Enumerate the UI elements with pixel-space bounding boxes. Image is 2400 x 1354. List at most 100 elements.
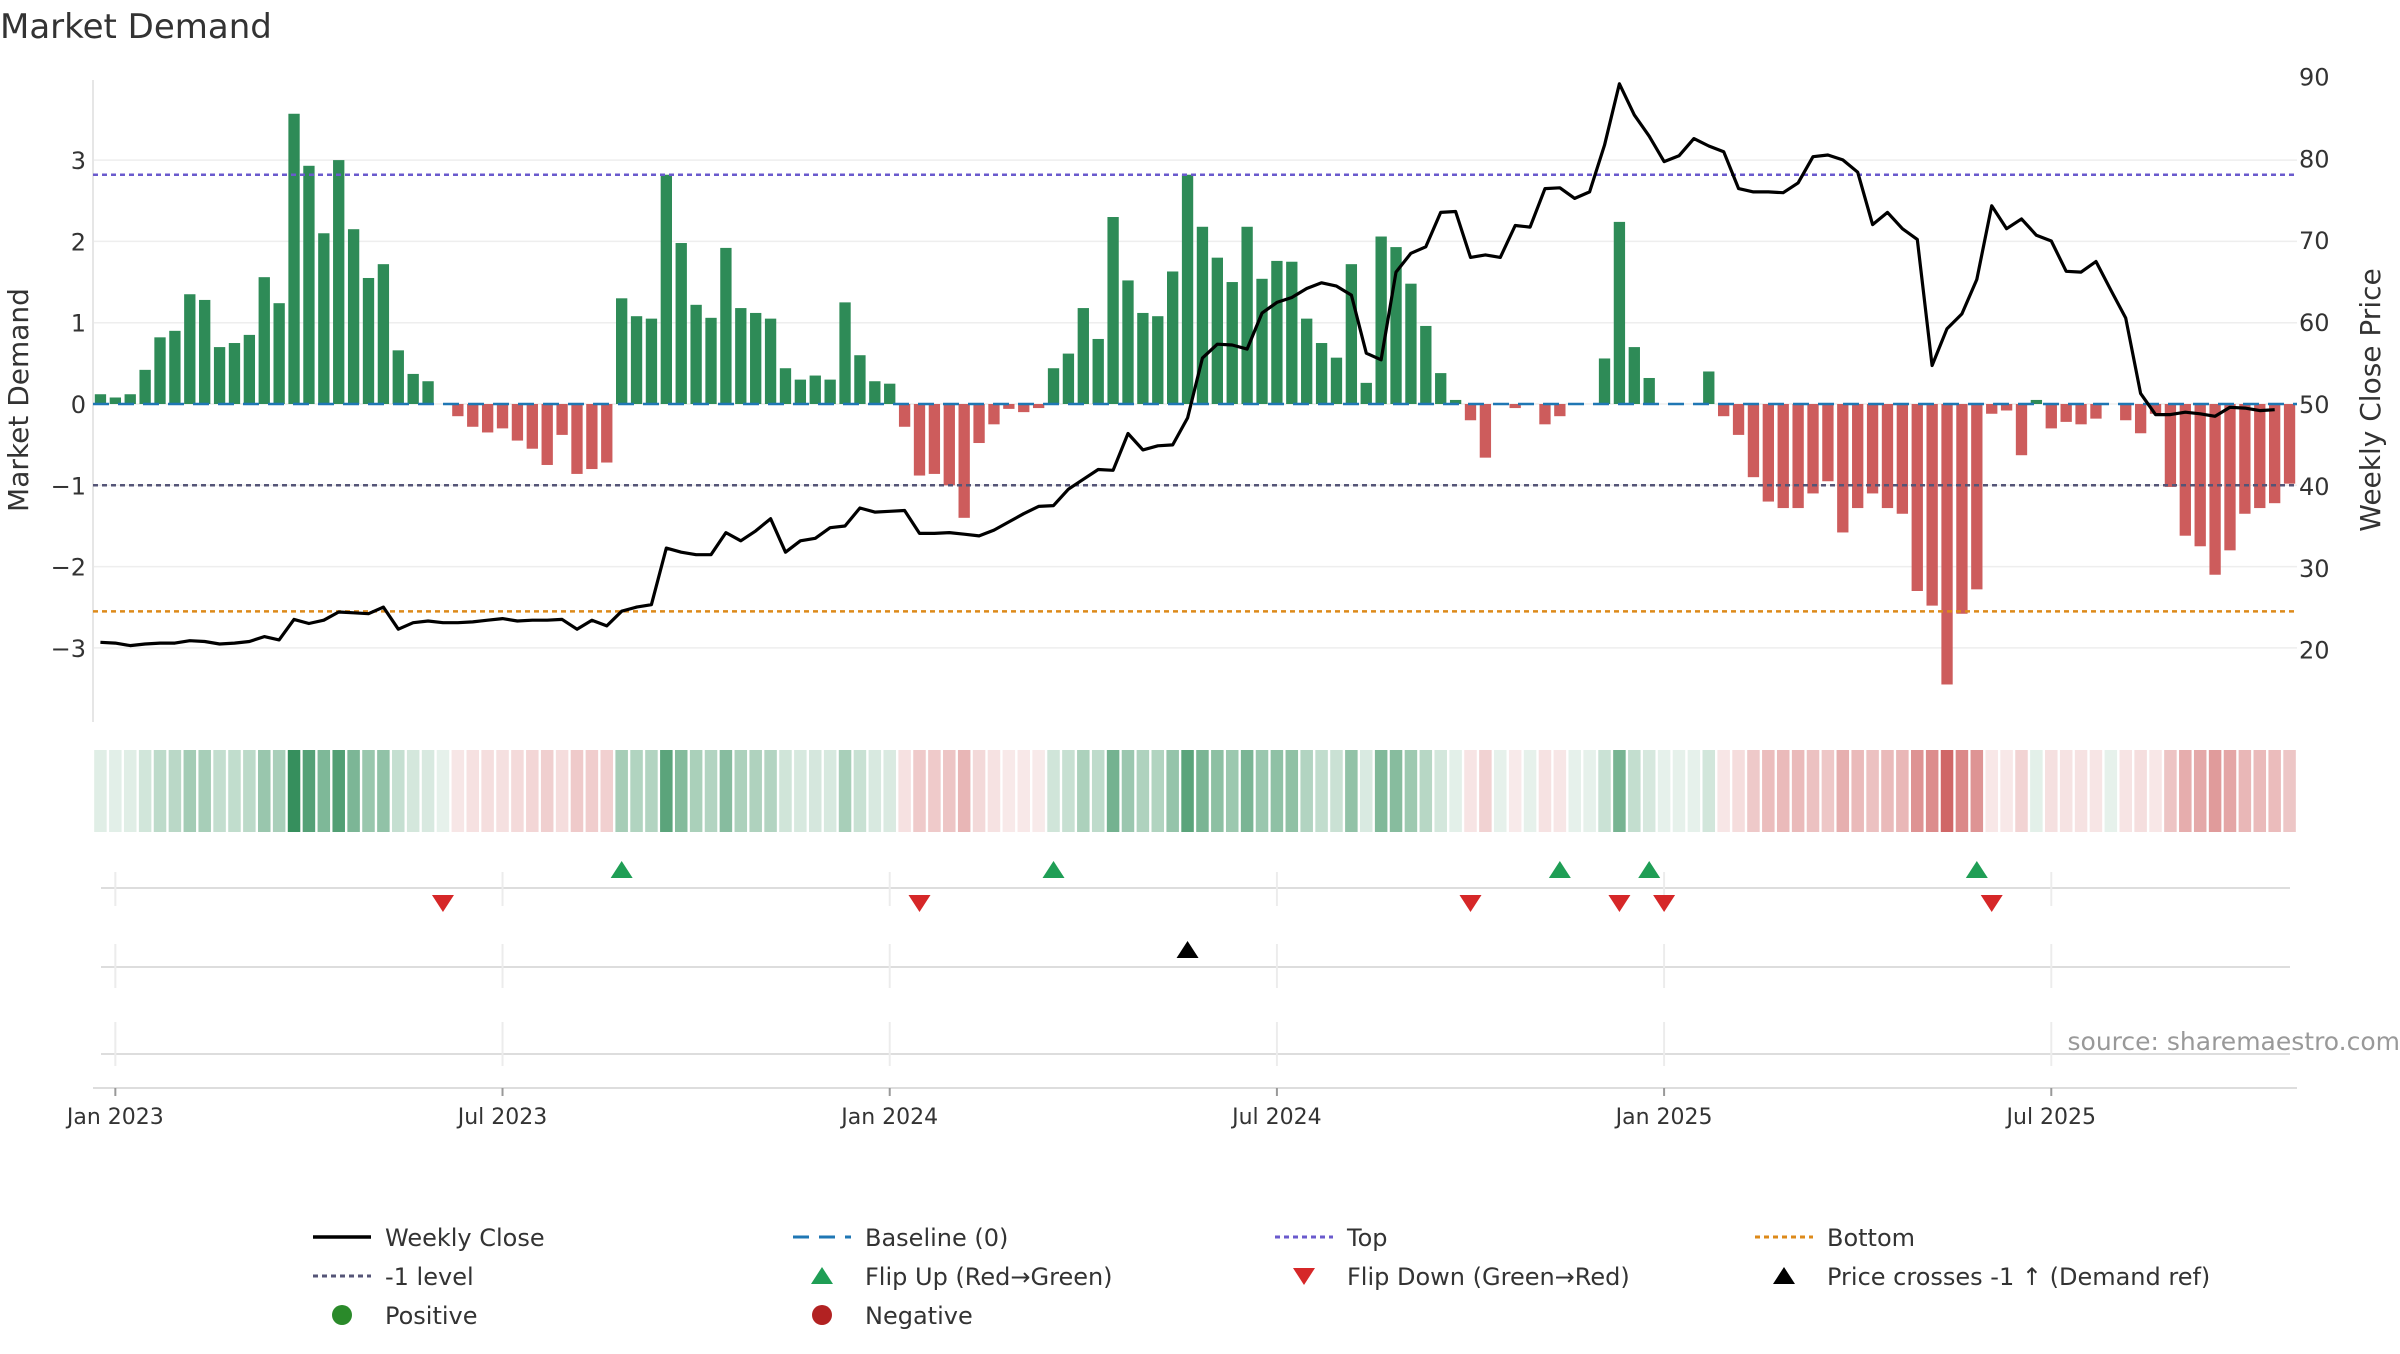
legend-label: Flip Up (Red→Green) <box>865 1263 1113 1291</box>
heat-cell <box>1286 750 1299 832</box>
heat-cell <box>1464 750 1477 832</box>
heat-cell <box>1330 750 1343 832</box>
demand-bar <box>1897 404 1908 514</box>
heat-cell <box>1762 750 1775 832</box>
demand-bar <box>452 404 463 416</box>
legend-label: Price crosses -1 ↑ (Demand ref) <box>1827 1263 2210 1291</box>
heat-cell <box>749 750 762 832</box>
demand-bar <box>1822 404 1833 481</box>
demand-bar <box>1941 404 1952 684</box>
heat-cell <box>794 750 807 832</box>
heat-strip <box>94 750 2296 832</box>
demand-bar <box>735 308 746 404</box>
chart-title: Market Demand <box>0 7 272 47</box>
heat-cell <box>1003 750 1016 832</box>
heat-cell <box>273 750 286 832</box>
heat-cell <box>1122 750 1135 832</box>
flip-down-marker <box>1608 895 1630 912</box>
demand-bar <box>810 376 821 404</box>
heat-cell <box>2164 750 2177 832</box>
demand-bar <box>288 114 299 404</box>
flip-down-marker <box>1653 895 1675 912</box>
demand-bar <box>1316 343 1327 404</box>
heat-cell <box>2179 750 2192 832</box>
heat-cell <box>1449 750 1462 832</box>
heat-cell <box>422 750 435 832</box>
heat-cell <box>124 750 137 832</box>
demand-bar <box>765 319 776 404</box>
demand-bar <box>1331 358 1342 404</box>
heat-cell <box>303 750 316 832</box>
demand-bar <box>1078 308 1089 404</box>
demand-bar <box>378 264 389 404</box>
y2-tick-label: 20 <box>2299 637 2330 665</box>
demand-bar <box>1763 404 1774 502</box>
y-tick-label: −2 <box>51 554 86 582</box>
heat-cell <box>1866 750 1879 832</box>
demand-bar <box>2195 404 2206 546</box>
demand-bar <box>1554 404 1565 416</box>
demand-bar <box>1256 279 1267 404</box>
demand-bar <box>229 343 240 404</box>
demand-bar <box>273 303 284 404</box>
legend-price-cross-symbol <box>1773 1267 1795 1284</box>
demand-bar <box>467 404 478 427</box>
heat-cell <box>1524 750 1537 832</box>
demand-bar <box>408 374 419 404</box>
heat-cell <box>1911 750 1924 832</box>
heat-cell <box>1062 750 1075 832</box>
y-tick-label: −1 <box>51 472 86 500</box>
heat-cell <box>139 750 152 832</box>
demand-bar <box>363 278 374 404</box>
flip-up-marker <box>1966 861 1988 878</box>
heat-cell <box>1717 750 1730 832</box>
demand-bar <box>720 248 731 404</box>
y2-tick-label: 30 <box>2299 555 2330 583</box>
heat-cell <box>883 750 896 832</box>
heat-cell <box>2239 750 2252 832</box>
heat-cell <box>332 750 345 832</box>
heat-cell <box>1107 750 1120 832</box>
heat-cell <box>1390 750 1403 832</box>
heat-cell <box>943 750 956 832</box>
heat-cell <box>1971 750 1984 832</box>
heat-cell <box>243 750 256 832</box>
demand-bar <box>318 233 329 404</box>
demand-bar <box>1986 404 1997 414</box>
flip-down-marker <box>1981 895 2003 912</box>
x-tick-label: Jan 2024 <box>839 1105 938 1130</box>
heat-cell <box>839 750 852 832</box>
heat-cell <box>1941 750 1954 832</box>
heat-cell <box>1956 750 1969 832</box>
y2-tick-label: 50 <box>2299 391 2330 419</box>
heat-cell <box>1509 750 1522 832</box>
heat-cell <box>213 750 226 832</box>
demand-bar <box>676 243 687 404</box>
heat-cell <box>481 750 494 832</box>
heat-cell <box>466 750 479 832</box>
demand-bar <box>1435 373 1446 404</box>
heat-cell <box>705 750 718 832</box>
demand-bar <box>1852 404 1863 508</box>
heat-cell <box>1658 750 1671 832</box>
heat-cell <box>1613 750 1626 832</box>
x-tick-label: Jan 2023 <box>65 1105 164 1130</box>
heat-cell <box>169 750 182 832</box>
demand-bar <box>2209 404 2220 575</box>
heat-cell <box>2075 750 2088 832</box>
heat-cell <box>928 750 941 832</box>
demand-bar <box>422 381 433 404</box>
demand-bar <box>884 384 895 404</box>
demand-bar <box>348 229 359 404</box>
demand-bar <box>661 175 672 404</box>
demand-bar <box>1241 227 1252 404</box>
legend-label: Bottom <box>1827 1224 1915 1252</box>
heat-cell <box>1703 750 1716 832</box>
demand-bar <box>601 404 612 463</box>
demand-bar <box>1346 264 1357 404</box>
demand-bar <box>1048 368 1059 404</box>
flip-up-marker <box>1638 861 1660 878</box>
demand-bar <box>169 331 180 404</box>
